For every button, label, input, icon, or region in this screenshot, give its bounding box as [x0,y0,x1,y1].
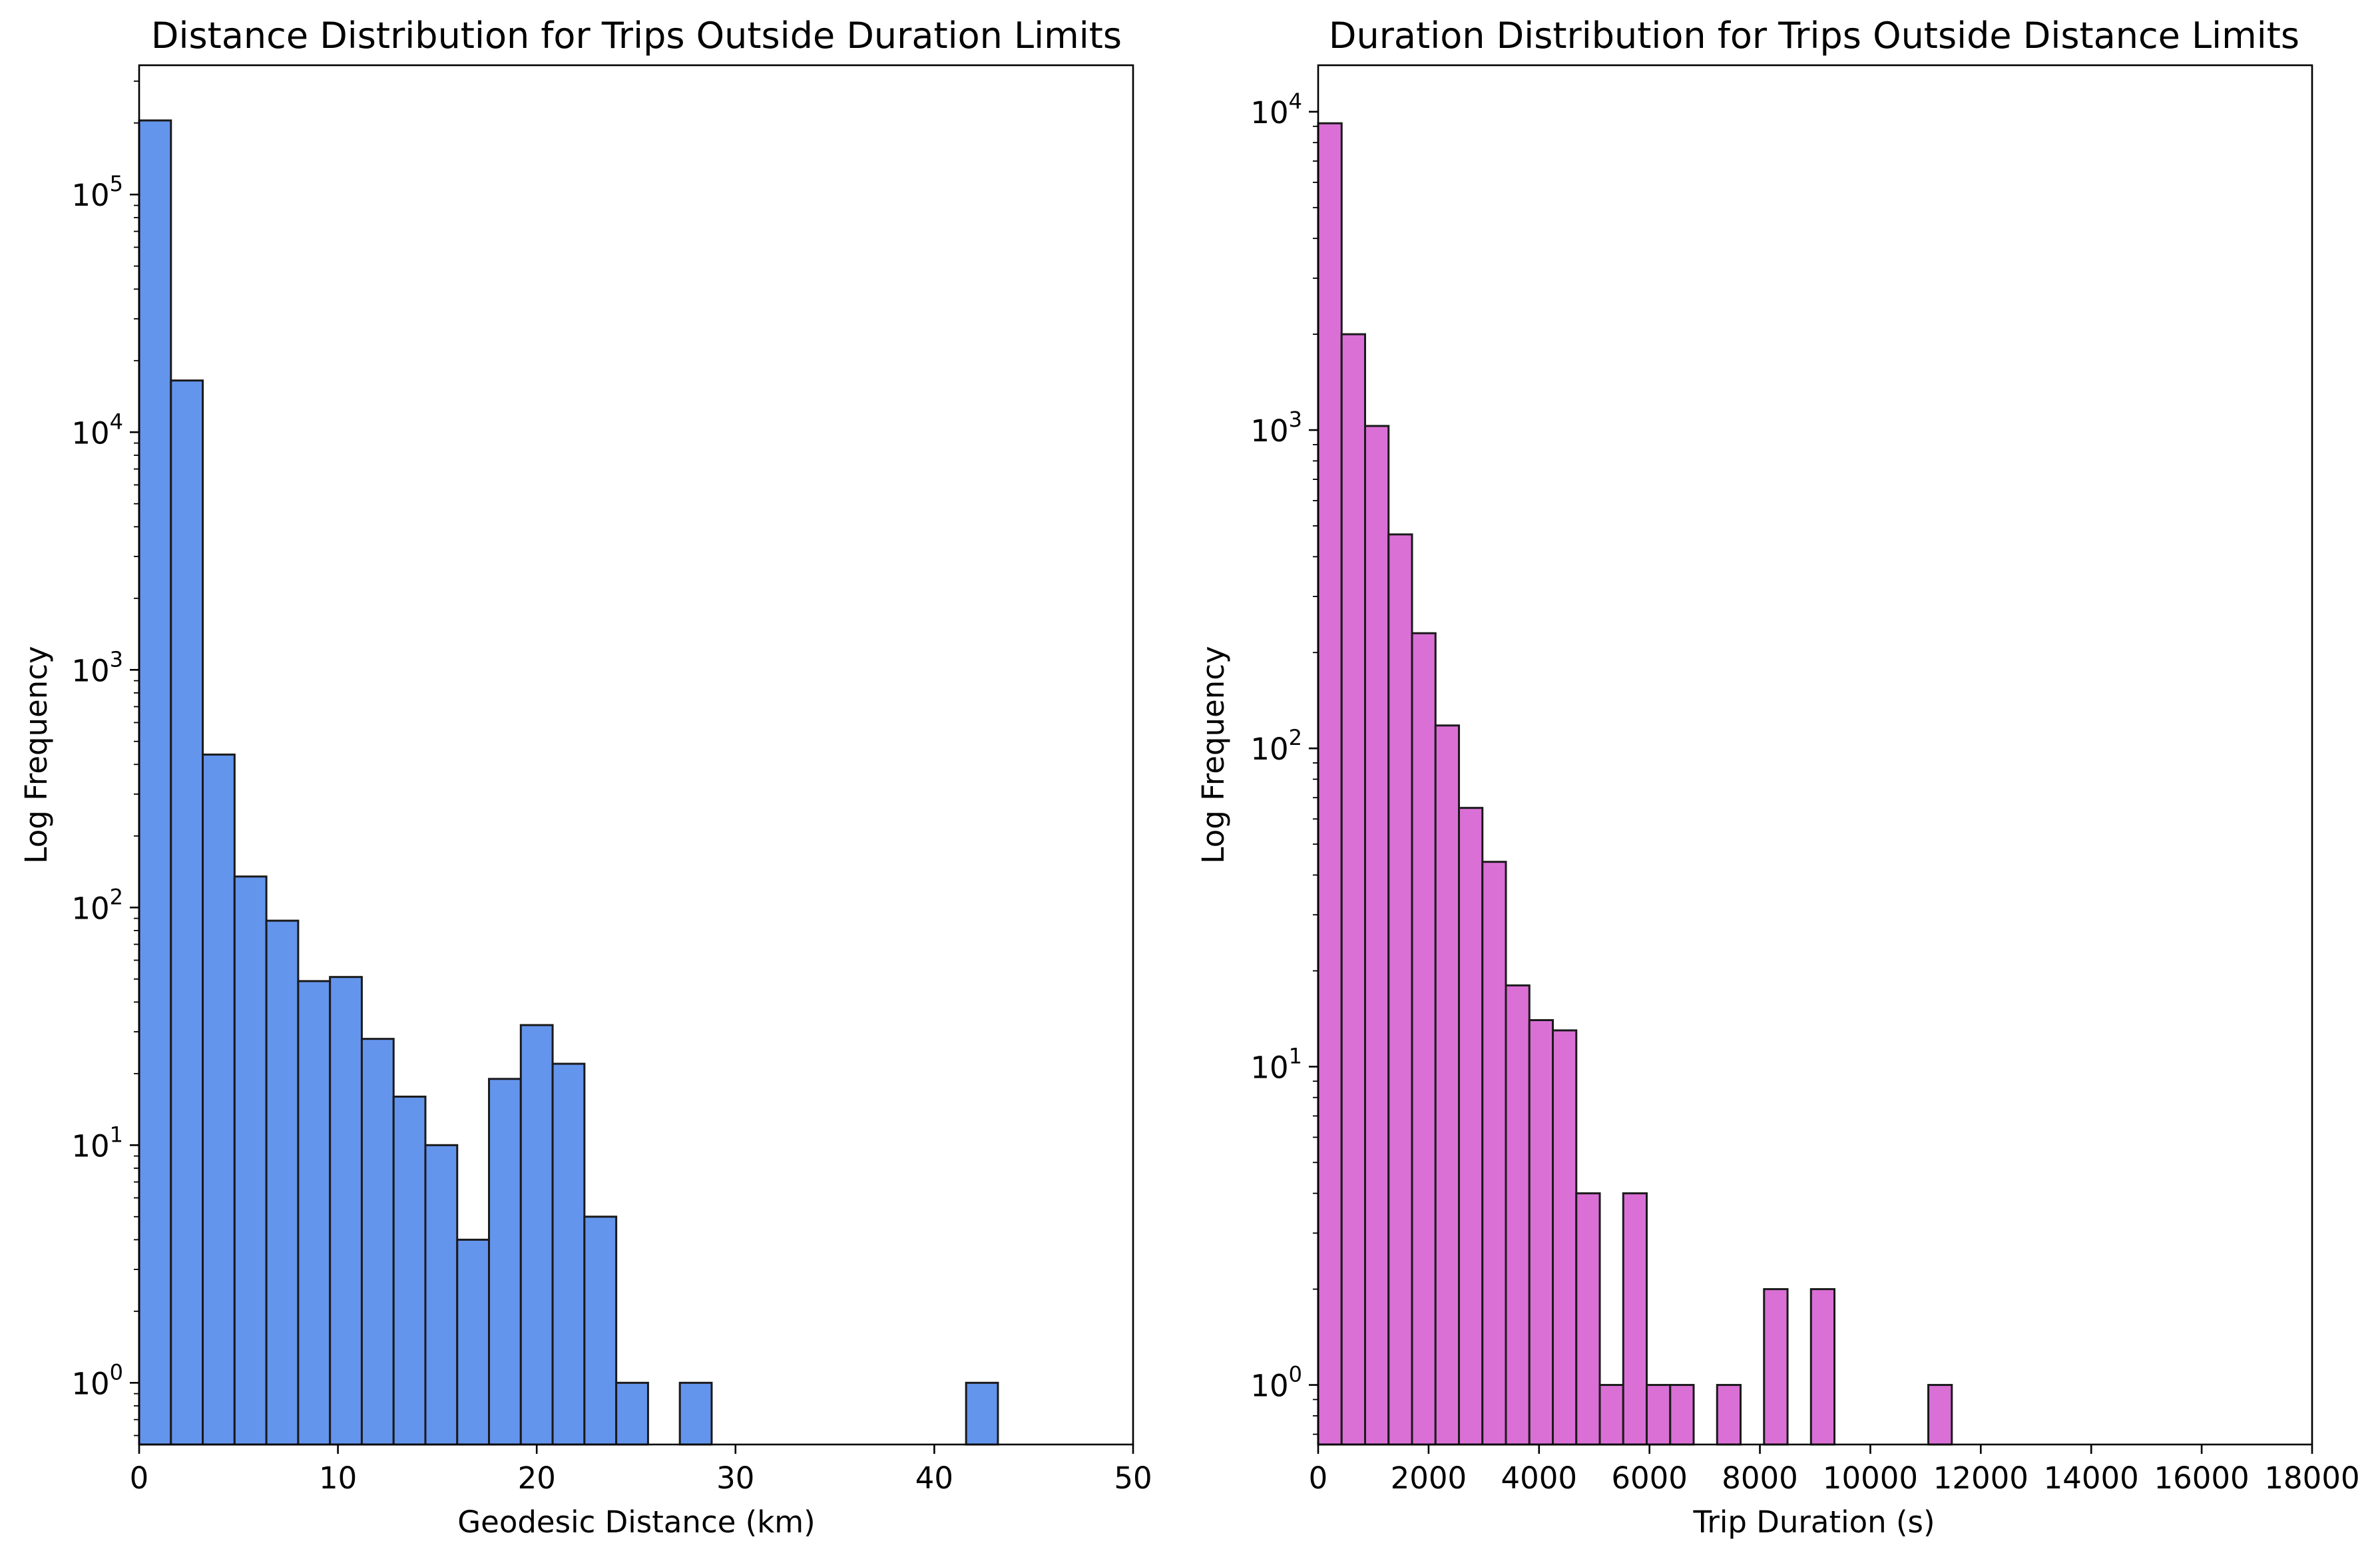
x-tick-label: 0 [130,1460,149,1496]
chart-title: Distance Distribution for Trips Outside … [151,15,1122,57]
histogram-bar [551,1062,586,1446]
histogram-bar [233,875,268,1446]
plot-frame [1317,64,2313,1446]
histogram-bar [1458,807,1484,1446]
histogram-bar [297,980,332,1446]
histogram-bar [1434,724,1461,1446]
histogram-bar [678,1381,713,1446]
x-tick-label: 6000 [1611,1460,1688,1496]
x-tick-label: 40 [915,1460,953,1496]
y-tick-label: 100 [71,1359,123,1401]
y-tick-label: 102 [71,884,123,926]
histogram-bar [1528,1019,1554,1446]
x-axis-ticks: 0 2000 4000 6000 8000 10000 12000 14000 16000 180… [1309,1445,2360,1496]
y-tick-label: 104 [1250,89,1302,130]
histogram-bar [488,1078,522,1446]
histogram-bar [202,754,236,1446]
y-tick-label: 100 [1250,1362,1302,1404]
histogram-bar [1552,1029,1578,1446]
histogram-bar [1317,122,1343,1446]
histogram-bar [1411,632,1437,1446]
y-tick-label: 103 [71,646,123,688]
x-tick-label: 14000 [2044,1460,2139,1496]
x-tick-label: 18000 [2264,1460,2359,1496]
x-tick-label: 4000 [1501,1460,1578,1496]
duration-histogram: Duration Distribution for Trips Outside … [1196,15,2360,1540]
histogram-bar [1927,1384,1953,1446]
histogram-bar [138,119,172,1446]
histogram-bar [583,1216,618,1446]
histogram-bar [1763,1288,1789,1446]
histogram-bar [1598,1384,1624,1446]
x-tick-label: 0 [1309,1460,1328,1496]
x-axis-label: Trip Duration (s) [1692,1504,1935,1540]
y-tick-label: 101 [1250,1043,1302,1085]
chart-title: Duration Distribution for Trips Outside … [1329,15,2299,57]
y-axis-label: Log Frequency [19,646,54,863]
y-tick-label: 101 [71,1122,123,1164]
y-axis-label: Log Frequency [1196,646,1231,863]
x-tick-label: 50 [1114,1460,1152,1496]
x-tick-label: 10000 [1823,1460,1918,1496]
plot-frame [138,64,1134,1446]
histogram-bar [1669,1384,1695,1446]
histogram-bar [1387,533,1413,1446]
y-axis-ticks: 100 101 102 103 104 [1250,89,1318,1435]
histogram-bar [265,919,300,1446]
x-axis-ticks: 0 10 20 30 40 50 [130,1445,1152,1496]
distance-histogram: Distance Distribution for Trips Outside … [19,15,1152,1540]
histogram-bar [615,1381,649,1446]
histogram-bar [1646,1384,1672,1446]
x-axis-label: Geodesic Distance (km) [457,1504,815,1540]
histogram-bar [1575,1192,1601,1446]
histogram-bar [1340,333,1366,1446]
bar-group [138,119,999,1446]
y-axis-ticks: 100 101 102 103 104 105 [71,81,139,1437]
histogram-bar [1364,425,1390,1446]
bar-group [1317,122,1953,1446]
x-tick-label: 8000 [1722,1460,1798,1496]
histogram-bar [1716,1384,1742,1446]
histogram-bar [170,379,204,1446]
x-tick-label: 12000 [1933,1460,2028,1496]
histogram-bar [424,1144,459,1446]
histogram-bar [1809,1288,1836,1446]
y-tick-label: 103 [1250,407,1302,449]
x-tick-label: 10 [319,1460,357,1496]
histogram-bar [392,1095,427,1446]
x-tick-label: 16000 [2154,1460,2250,1496]
y-tick-label: 105 [71,171,123,213]
histogram-bar [360,1038,395,1446]
x-tick-label: 20 [518,1460,556,1496]
y-tick-label: 104 [71,409,123,451]
histogram-bar [965,1381,999,1446]
histogram-bar [329,976,363,1446]
histogram-bar [1622,1192,1648,1446]
histogram-bar [1505,984,1531,1446]
x-tick-label: 30 [716,1460,754,1496]
x-tick-label: 2000 [1391,1460,1467,1496]
y-tick-label: 102 [1250,725,1302,767]
histogram-bar [456,1238,491,1446]
histogram-bar [519,1024,554,1446]
histogram-bar [1481,861,1507,1446]
